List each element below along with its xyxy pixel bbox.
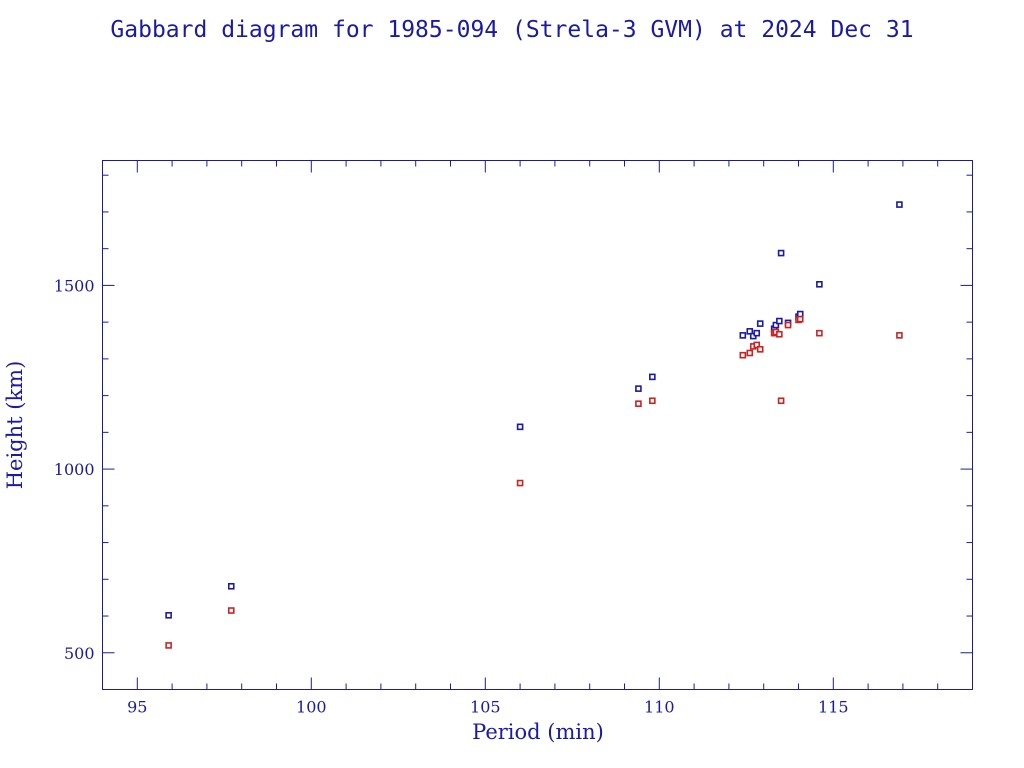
x-tick-label: 100	[296, 698, 327, 717]
x-axis-label: Period (min)	[472, 720, 604, 744]
x-tick-label: 115	[818, 698, 849, 717]
perigee-point	[796, 315, 804, 323]
apogee-point	[776, 317, 783, 325]
apogee-point	[516, 423, 524, 431]
y-tick-label: 1500	[54, 276, 95, 295]
perigee-point	[165, 642, 172, 649]
perigee-point	[753, 341, 761, 349]
perigee-point	[784, 321, 792, 329]
apogee-point	[796, 310, 804, 318]
perigee-point	[816, 329, 823, 337]
y-axis: 500 1000 1500	[54, 174, 973, 690]
apogee-point	[756, 320, 764, 327]
perigee-point	[777, 397, 785, 405]
data-points	[165, 201, 903, 649]
y-axis-label: Height (km)	[3, 361, 27, 490]
apogee-point	[739, 332, 747, 339]
chart-title: Gabbard diagram for 1985-094 (Strela-3 G…	[110, 17, 913, 43]
perigee-point	[649, 397, 656, 405]
x-tick-label: 105	[470, 698, 501, 717]
apogee-point	[227, 582, 235, 590]
apogee-point	[777, 249, 785, 257]
apogee-point	[816, 281, 823, 288]
apogee-point	[165, 611, 172, 619]
apogee-point	[649, 373, 656, 381]
perigee-point	[635, 400, 642, 407]
perigee-point	[776, 330, 783, 338]
plot-frame	[102, 160, 973, 690]
x-axis: 95 100 105 110 115	[102, 160, 973, 717]
perigee-point	[756, 346, 764, 353]
perigee-point	[746, 349, 754, 357]
y-tick-label: 500	[64, 644, 95, 663]
x-tick-label: 95	[127, 698, 147, 717]
y-tick-label: 1000	[54, 460, 95, 479]
apogee-point	[772, 321, 780, 329]
perigee-point	[227, 607, 235, 614]
perigee-point	[896, 332, 903, 339]
x-tick-label: 110	[644, 698, 675, 717]
apogee-point	[635, 385, 642, 392]
apogee-point	[896, 201, 903, 208]
perigee-point	[739, 351, 747, 359]
apogee-point	[753, 329, 761, 337]
perigee-point	[516, 479, 524, 487]
apogee-point	[746, 328, 754, 335]
